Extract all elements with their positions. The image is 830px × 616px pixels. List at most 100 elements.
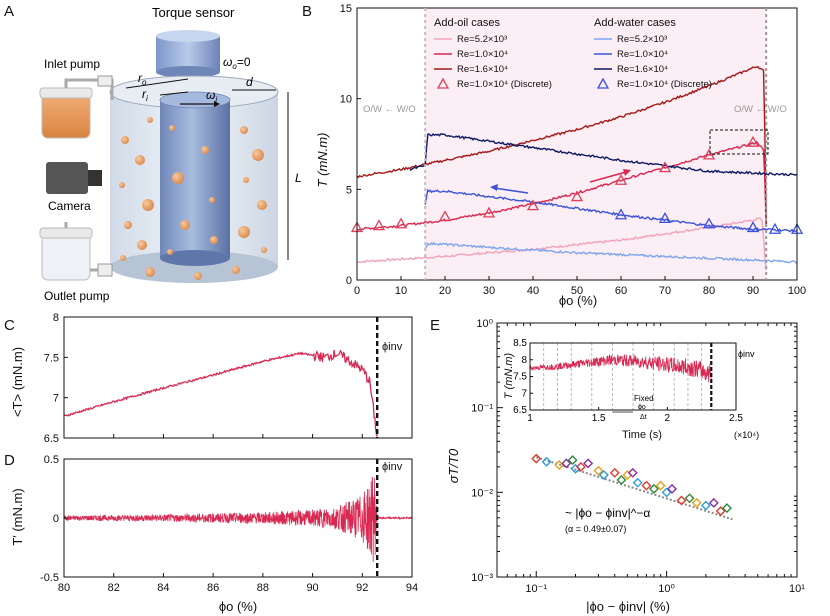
fit-label: ~ |ϕo − ϕinv|^−α <box>565 506 650 520</box>
data-point <box>575 461 586 472</box>
d-ytick-label: 0.5 <box>44 454 59 466</box>
inset-xtick-label: 1 <box>527 413 533 424</box>
c-series-line <box>63 349 378 437</box>
b-xtick-label: 80 <box>703 285 715 297</box>
e-xlabel: |ϕo − ϕinv| (%) <box>586 599 670 614</box>
inset-ytick-label: 7.5 <box>513 372 527 383</box>
discrete-marker <box>746 221 760 233</box>
panel-label-c: C <box>4 317 15 334</box>
legend-label: Re=1.6×10⁴ <box>457 64 508 75</box>
legend-heading-oil: Add-oil cases <box>434 17 501 29</box>
data-point <box>627 467 638 478</box>
inset-phi-label: ϕo <box>638 404 646 411</box>
discrete-marker <box>614 173 628 185</box>
plot-frame-e <box>496 322 798 578</box>
inset-xlabel: Time (s) <box>622 429 662 441</box>
d-xtick-label: 94 <box>406 582 418 594</box>
b-xtick-label: 50 <box>571 285 583 297</box>
arrow-oil <box>589 171 627 183</box>
d-xlabel: ϕo (%) <box>219 599 257 614</box>
d-ytick-label: -0.5 <box>40 572 59 584</box>
e-ytick-label: 10⁰ <box>476 318 493 330</box>
b-ytick-label: 0 <box>346 275 352 287</box>
arrow-water <box>493 187 529 194</box>
inset-ytick-label: 8.5 <box>513 338 527 349</box>
discrete-marker <box>526 199 540 211</box>
d-xtick-label: 88 <box>257 582 269 594</box>
panel-label-e: E <box>430 317 440 334</box>
c-ytick-label: 7.5 <box>44 352 59 364</box>
data-point <box>598 470 609 481</box>
panel-label-a: A <box>4 3 14 20</box>
c-ylabel: <T> (mN.m) <box>10 347 25 417</box>
data-point <box>676 495 687 506</box>
r-i-label: ri <box>142 87 148 103</box>
legend-label: Re=1.6×10⁴ <box>617 64 668 75</box>
data-point <box>708 497 719 508</box>
panel-label-b: B <box>302 3 312 20</box>
inset-fixed-label: Fixed <box>634 394 654 403</box>
b-xtick-label: 100 <box>788 285 806 297</box>
inset-xtick-label: 1.5 <box>592 413 606 424</box>
e-xtick-label: 10⁻¹ <box>525 583 547 595</box>
r-i-line <box>159 91 189 96</box>
data-point <box>641 480 652 491</box>
d-series-line <box>63 476 413 563</box>
d-ytick-label: 0 <box>53 513 59 525</box>
b-series-line <box>356 217 767 271</box>
inset-ytick-label: 6.5 <box>513 405 527 416</box>
data-point <box>531 453 542 464</box>
d-xtick-label: 84 <box>157 582 169 594</box>
data-point <box>721 503 732 514</box>
discrete-marker <box>768 222 782 234</box>
legend-label: Re=1.0×10⁴ <box>617 49 668 60</box>
camera-icon <box>46 162 102 194</box>
data-point <box>632 477 643 488</box>
inset-multiplier: (×10⁴) <box>734 430 759 440</box>
discrete-marker <box>658 212 672 223</box>
data-point <box>593 465 604 476</box>
c-ytick-label: 6.5 <box>44 433 59 445</box>
legend-label: Re=1.0×10⁴ <box>457 49 508 60</box>
inlet-pump <box>39 75 114 139</box>
b-xlabel: ϕo (%) <box>559 293 597 308</box>
legend-label: Re=1.0×10⁴ (Discrete) <box>457 79 552 90</box>
inlet-pump-label: Inlet pump <box>44 57 100 71</box>
arrow-oil-head <box>623 169 631 176</box>
data-point <box>583 458 594 469</box>
discrete-marker <box>746 135 760 147</box>
data-point <box>691 497 702 508</box>
b-xtick-label: 40 <box>527 285 539 297</box>
d-xtick-label: 82 <box>108 582 120 594</box>
legend-swatch <box>436 77 450 89</box>
discrete-marker <box>438 210 452 222</box>
b-xtick-label: 20 <box>439 285 451 297</box>
d-phi-inv-label: ϕinv <box>382 461 403 473</box>
data-point <box>609 467 620 478</box>
e-ytick-label: 10⁻³ <box>471 572 493 584</box>
c-phi-inv-label: ϕinv <box>382 341 403 353</box>
l-label: L <box>295 171 302 185</box>
arrow-water-head <box>490 184 498 191</box>
inset-series-line <box>529 354 712 383</box>
omega-i-label: ωi <box>206 88 217 104</box>
d-xtick-label: 90 <box>306 582 318 594</box>
inset-xtick-label: 2 <box>665 413 671 424</box>
b-series-line <box>424 188 798 233</box>
data-point <box>655 480 666 491</box>
alpha-label: (α = 0.49±0.07) <box>565 524 626 534</box>
data-point <box>567 455 578 466</box>
data-point <box>715 506 726 517</box>
b-ylabel: T (mN.m) <box>315 133 330 188</box>
inset-ylabel: T (mN.m) <box>503 352 515 399</box>
torque-sensor <box>156 30 220 96</box>
discrete-marker <box>482 206 496 218</box>
discrete-marker <box>658 161 672 173</box>
b-ytick-label: 5 <box>346 184 352 196</box>
d-label: d <box>246 75 253 89</box>
inset-dt-label: Δt <box>640 414 647 421</box>
data-point <box>700 500 711 511</box>
e-ytick-label: 10⁻² <box>471 487 493 499</box>
b-xtick-label: 10 <box>395 285 407 297</box>
